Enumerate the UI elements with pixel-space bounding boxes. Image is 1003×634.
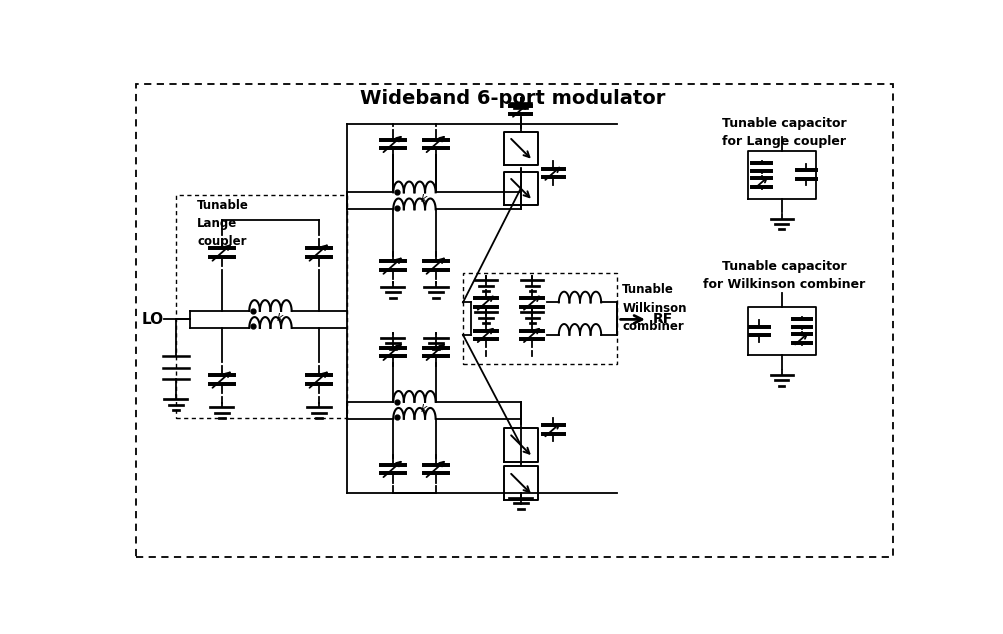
Text: combiner: combiner xyxy=(622,320,683,333)
Text: LO: LO xyxy=(141,312,163,327)
Text: Tunable: Tunable xyxy=(622,283,674,296)
Text: k: k xyxy=(420,404,426,414)
Text: coupler: coupler xyxy=(198,235,247,249)
Text: Tunable capacitor: Tunable capacitor xyxy=(721,260,846,273)
Text: for Wilkinson combiner: for Wilkinson combiner xyxy=(702,278,865,291)
Text: Wilkinson: Wilkinson xyxy=(622,302,686,314)
Text: RF: RF xyxy=(653,313,673,327)
Text: Lange: Lange xyxy=(198,217,238,230)
Bar xyxy=(176,195,346,418)
Text: k: k xyxy=(277,313,283,323)
Bar xyxy=(462,273,617,364)
Text: Wideband 6-port modulator: Wideband 6-port modulator xyxy=(360,89,665,108)
Text: Tunable capacitor: Tunable capacitor xyxy=(721,117,846,130)
Text: for Lange coupler: for Lange coupler xyxy=(721,134,846,148)
Text: k: k xyxy=(420,194,426,204)
Text: Tunable: Tunable xyxy=(198,198,249,212)
